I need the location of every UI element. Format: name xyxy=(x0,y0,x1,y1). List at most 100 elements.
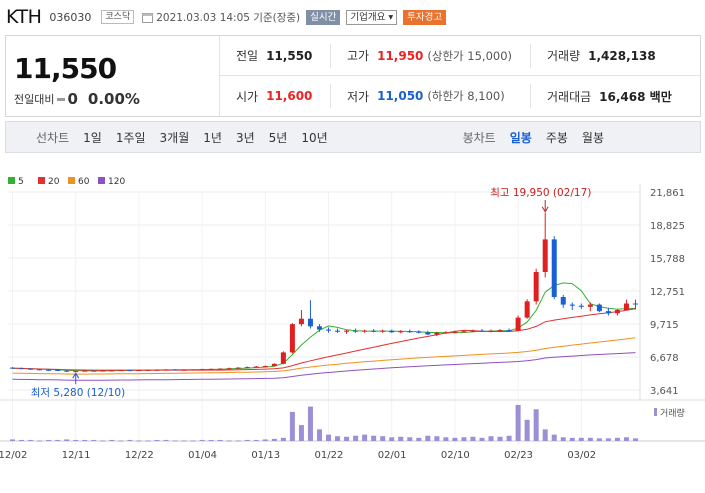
candle-body xyxy=(443,332,449,334)
volume-bar xyxy=(73,439,79,441)
candle-body xyxy=(407,331,413,333)
tab-3m[interactable]: 3개월 xyxy=(159,130,190,145)
max-price-label: 최고 19,950 (02/17) xyxy=(490,187,591,199)
legend-label-5: 5 xyxy=(18,177,24,187)
candle-body xyxy=(181,369,187,371)
market-badge: 코스닥 xyxy=(101,10,135,24)
change-pct: 0.00% xyxy=(87,90,140,108)
tab-1w[interactable]: 1주일 xyxy=(115,130,146,145)
candle-body xyxy=(253,366,259,368)
volume-bar xyxy=(280,437,286,441)
volume-bar xyxy=(19,439,25,441)
candle-body xyxy=(596,304,602,312)
stock-header: KTH 036030 코스닥 2021.03.03 14:05 기준(장중) 실… xyxy=(6,4,447,30)
candle-body xyxy=(190,369,196,371)
open-price: 11,600 xyxy=(266,89,313,103)
candle-body xyxy=(244,367,250,369)
volume-bar xyxy=(524,419,530,441)
tab-5y[interactable]: 5년 xyxy=(268,130,288,145)
candle-body xyxy=(542,239,548,272)
volume-bar xyxy=(506,435,512,441)
x-tick-label: 12/02 xyxy=(0,450,27,461)
volume-bar xyxy=(226,440,232,442)
candle-body xyxy=(136,370,142,372)
candle-body xyxy=(353,330,359,332)
tab-monthly[interactable]: 월봉 xyxy=(581,130,604,145)
candle-body xyxy=(587,304,593,307)
realtime-button[interactable]: 실시간 xyxy=(306,9,341,25)
candle-body xyxy=(515,317,521,331)
candle-body xyxy=(172,369,178,371)
candle-body xyxy=(91,370,97,372)
candle-body xyxy=(298,318,304,325)
tab-daily[interactable]: 일봉 xyxy=(509,130,532,145)
volume-value: 1,428,138 xyxy=(588,48,656,63)
prev-close: 11,550 xyxy=(266,48,313,63)
candle-body xyxy=(37,369,43,371)
candle-body xyxy=(271,363,277,366)
price-summary: 11,550 전일대비 0 0.00% 전일 11,550 고가 11,950 (상한… xyxy=(5,35,701,117)
candle-body xyxy=(425,332,431,335)
volume-bar xyxy=(398,436,404,441)
candle-body xyxy=(10,367,16,369)
legend-swatch-60 xyxy=(68,177,75,184)
candle-body xyxy=(389,330,395,333)
change-info: 전일대비 0 0.00% xyxy=(14,90,140,108)
candle-chart: 5 20 60 120 21,861 18,825 15,788 12,751 9,715 6,6… xyxy=(0,170,705,489)
low-price: 11,050 xyxy=(377,89,424,103)
stock-code: 036030 xyxy=(49,10,92,24)
volume-bar xyxy=(172,440,178,442)
volume-bar xyxy=(614,437,620,441)
line-chart-label: 선차트 xyxy=(36,130,70,145)
current-price: 11,550 xyxy=(14,52,117,85)
candle-body xyxy=(479,330,485,332)
volume-bar xyxy=(307,406,313,441)
volume-bar xyxy=(326,434,332,441)
volume-bar xyxy=(605,438,611,441)
volume-bar xyxy=(10,439,16,441)
tab-1y[interactable]: 1년 xyxy=(203,130,222,145)
volume-bar xyxy=(542,429,548,441)
tab-weekly[interactable]: 주봉 xyxy=(545,130,568,145)
volume-bar xyxy=(623,437,629,441)
volume-bar xyxy=(163,439,169,441)
candle-body xyxy=(73,371,79,373)
volume-bar xyxy=(289,411,295,441)
candle-body xyxy=(632,303,638,305)
candle-chart-svg: 5 20 60 120 21,861 18,825 15,788 12,751 9,715 6,6… xyxy=(0,177,705,461)
x-tick-label: 01/04 xyxy=(188,450,217,461)
y-tick-label: 9,715 xyxy=(650,320,679,331)
summary-row-1: 전일 11,550 고가 11,950 (상한가 15,000) 거래량 1,428,1… xyxy=(220,36,701,76)
volume-bar xyxy=(596,438,602,441)
y-tick-label: 21,861 xyxy=(650,188,685,199)
candle-body xyxy=(46,369,52,371)
volume-bar xyxy=(118,440,124,442)
candle-body xyxy=(326,329,332,331)
legend-label-60: 60 xyxy=(78,177,90,187)
y-tick-label: 6,678 xyxy=(650,353,679,364)
volume-bar xyxy=(488,436,494,441)
volume-bar xyxy=(235,440,241,442)
calendar-icon xyxy=(142,12,154,23)
legend-swatch-20 xyxy=(38,177,45,184)
tab-10y[interactable]: 10년 xyxy=(301,130,328,145)
tab-1d[interactable]: 1일 xyxy=(83,130,102,145)
volume-bar xyxy=(253,439,259,441)
tab-3y[interactable]: 3년 xyxy=(235,130,255,145)
volume-label: 거래량 xyxy=(547,49,581,63)
max-arrow-head xyxy=(541,206,549,213)
volume-bar xyxy=(362,434,368,441)
candle-body xyxy=(118,370,124,372)
volume-bar xyxy=(28,439,34,441)
volume-bar xyxy=(91,439,97,441)
volume-bar xyxy=(154,439,160,441)
candle-body xyxy=(226,368,232,370)
candle-body xyxy=(362,330,368,332)
ma120-line xyxy=(12,352,636,381)
warning-badge[interactable]: 투자경고 xyxy=(403,9,447,25)
candle-body xyxy=(380,330,386,332)
corp-info-dropdown[interactable]: 기업개요 ▾ xyxy=(346,9,398,25)
candle-body xyxy=(289,324,295,353)
volume-bar xyxy=(497,436,503,441)
volume-bar xyxy=(434,436,440,441)
